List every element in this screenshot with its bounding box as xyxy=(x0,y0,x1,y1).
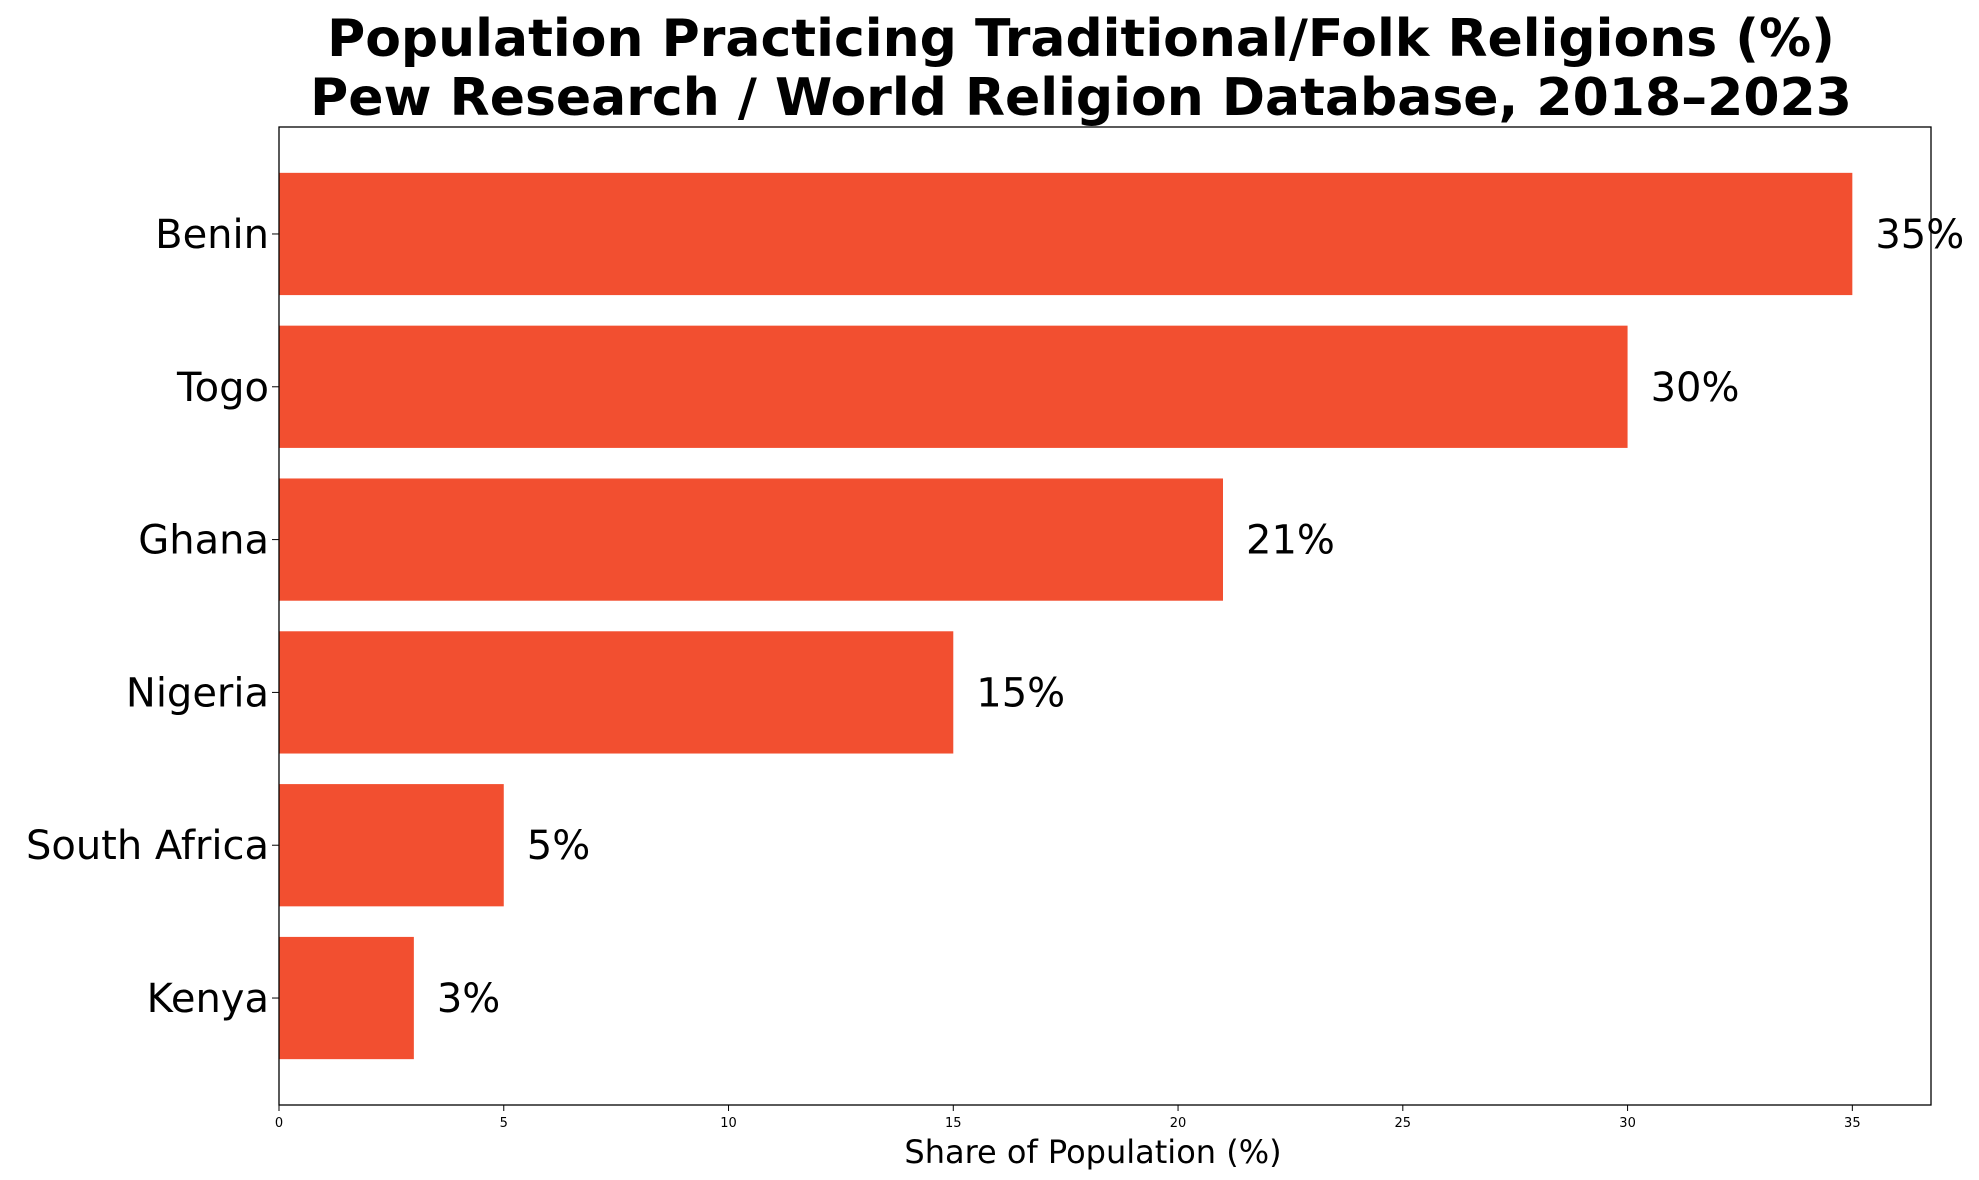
x-tick-label: 15 xyxy=(945,1116,962,1131)
bars-group xyxy=(279,172,1853,1060)
value-label-togo: 30% xyxy=(1651,365,1740,411)
bar-nigeria xyxy=(279,631,954,754)
value-label-benin: 35% xyxy=(1875,212,1964,258)
value-label-south-africa: 5% xyxy=(527,823,590,869)
x-axis-title: Share of Population (%) xyxy=(904,1133,1281,1171)
category-label-togo: Togo xyxy=(176,365,269,411)
category-label-ghana: Ghana xyxy=(138,518,269,564)
chart-title: Population Practicing Traditional/Folk R… xyxy=(327,9,1835,69)
category-label-kenya: Kenya xyxy=(147,976,269,1022)
x-tick-label: 25 xyxy=(1395,1116,1412,1131)
bar-kenya xyxy=(279,936,414,1060)
x-tick-label: 20 xyxy=(1170,1116,1187,1131)
bar-ghana xyxy=(279,478,1223,601)
x-tick-label: 5 xyxy=(500,1116,508,1131)
value-label-nigeria: 15% xyxy=(976,670,1065,716)
x-tick-label: 30 xyxy=(1619,1116,1636,1131)
category-label-benin: Benin xyxy=(155,212,269,258)
bar-togo xyxy=(279,325,1628,448)
x-tick-label: 35 xyxy=(1844,1116,1861,1131)
chart-subtitle: Pew Research / World Religion Database, … xyxy=(310,68,1852,128)
x-tick-label: 0 xyxy=(275,1116,283,1131)
value-label-ghana: 21% xyxy=(1246,518,1335,564)
category-label-nigeria: Nigeria xyxy=(126,670,269,716)
x-tick-label: 10 xyxy=(720,1116,737,1131)
bar-benin xyxy=(279,172,1853,296)
value-label-kenya: 3% xyxy=(437,976,500,1022)
value-labels-group: 35% 30% 21% 15% 5% 3% xyxy=(437,212,1964,1022)
category-label-south-africa: South Africa xyxy=(26,823,269,869)
x-axis-ticks-group: 0 5 10 15 20 25 30 35 xyxy=(275,1105,1861,1131)
category-labels-group: Benin Togo Ghana Nigeria South Africa Kenya xyxy=(26,212,279,1022)
plot-area-frame xyxy=(278,126,1932,1106)
bar-south-africa xyxy=(279,784,504,907)
